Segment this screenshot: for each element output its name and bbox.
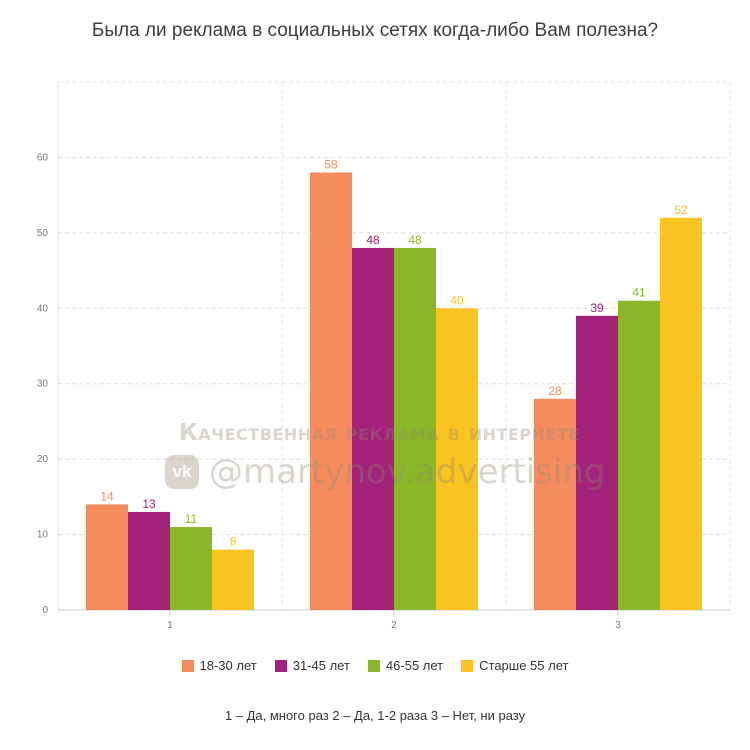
category-footnote: 1 – Да, много раз 2 – Да, 1-2 раза 3 – Н… — [224, 708, 526, 723]
bar-cat1-series2 — [128, 511, 170, 610]
y-tick-label: 30 — [37, 379, 49, 390]
data-label: 58 — [324, 158, 338, 172]
legend-item-55plus[interactable]: Старше 55 лет — [461, 658, 568, 673]
data-label: 13 — [142, 497, 156, 511]
bar-cat3-series2 — [576, 315, 618, 610]
y-tick-label: 20 — [37, 454, 49, 465]
y-tick-label: 40 — [37, 303, 49, 314]
bar-cat3-series4 — [660, 217, 702, 610]
bar-cat2-series2 — [352, 247, 394, 610]
legend-swatch-31-45 — [274, 659, 287, 672]
y-tick-label: 0 — [42, 605, 48, 616]
data-label: 48 — [408, 233, 422, 247]
data-label: 48 — [366, 233, 380, 247]
data-label: 14 — [100, 489, 114, 503]
bar-cat1-series3 — [170, 527, 212, 610]
data-label: 40 — [450, 293, 464, 307]
y-tick-label: 10 — [37, 530, 49, 541]
legend-swatch-18-30 — [181, 659, 194, 672]
bar-cat1-series4 — [212, 549, 254, 610]
legend-item-31-45[interactable]: 31-45 лет — [274, 658, 350, 673]
bar-cat1-series1 — [86, 504, 128, 610]
legend-item-46-55[interactable]: 46-55 лет — [367, 658, 444, 673]
y-tick-label: 50 — [37, 228, 49, 239]
legend-swatch-46-55 — [367, 659, 380, 672]
x-tick-label: 2 — [391, 620, 397, 631]
legend-label-55plus: Старше 55 лет — [479, 658, 569, 673]
legend-item-18-30[interactable]: 18-30 лет — [181, 658, 257, 673]
x-tick-label: 3 — [615, 620, 621, 631]
data-label: 41 — [632, 286, 646, 300]
data-label: 8 — [230, 535, 237, 549]
x-tick-label: 1 — [167, 620, 173, 631]
bar-cat2-series1 — [310, 172, 352, 610]
legend-label-46-55: 46-55 лет — [385, 658, 444, 673]
data-label: 39 — [590, 301, 604, 315]
bar-cat2-series4 — [436, 308, 478, 610]
legend-label-31-45: 31-45 лет — [292, 658, 350, 673]
chart-legend: 18-30 лет 31-45 лет 46-55 лет Старше 55 … — [0, 658, 750, 673]
data-label: 52 — [674, 203, 688, 217]
data-label: 11 — [185, 512, 198, 526]
legend-swatch-55plus — [461, 659, 474, 672]
chart-title: Была ли реклама в социальных сетях когда… — [91, 20, 659, 41]
bar-cat3-series3 — [618, 300, 660, 610]
bar-cat2-series3 — [394, 247, 436, 610]
bar-cat3-series1 — [534, 398, 576, 610]
data-label: 28 — [548, 384, 562, 398]
legend-label-18-30: 18-30 лет — [199, 658, 257, 673]
y-tick-label: 60 — [37, 152, 49, 163]
